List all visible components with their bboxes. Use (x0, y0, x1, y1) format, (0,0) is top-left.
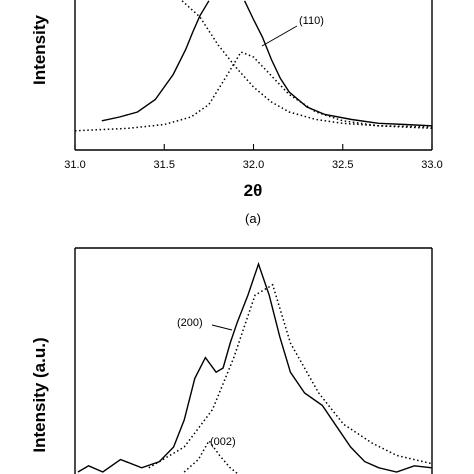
panel-a-y-axis-label: Intensity (30, 15, 49, 85)
panel-b-200-leader (211, 324, 233, 331)
panel-a: Intensity 31.0 31.5 32.0 32.5 33.0 (110) 2θ … (30, 0, 443, 226)
panel-b-series-2-fit (148, 283, 433, 469)
panel-a-series-1-measured (101, 0, 210, 122)
panel-a-x-tick-label: 31.0 (64, 159, 85, 171)
panel-a-x-tick-label: 31.5 (154, 159, 175, 171)
panel-b-y-axis-label: Intensity (a.u.) (30, 337, 49, 452)
panel-a-annotation-110: (110) (299, 15, 324, 27)
panel-a-x-tick-label: 32.5 (332, 159, 353, 171)
panel-a-110-leader (261, 25, 298, 47)
panel-b-annotation-002: (002) (210, 436, 236, 448)
panel-b-annotation-200: (200) (177, 317, 203, 329)
panel-a-x-axis-label: 2θ (244, 181, 263, 200)
panel-b-series (77, 261, 433, 474)
panel-b-series-3-fit (183, 439, 240, 474)
panel-a-series (74, 0, 433, 132)
panel-a-series-2-measured (243, 0, 433, 127)
panel-a-series-3-fit (181, 0, 433, 128)
panel-b-series-1-measured (77, 261, 433, 473)
panel-b: Intensity (a.u.) (200) (002) (30, 247, 433, 474)
panel-a-x-tick-label: 33.0 (421, 159, 442, 171)
panel-a-caption: (a) (245, 211, 261, 226)
panel-a-x-tick-label: 32.0 (243, 159, 264, 171)
panel-a-series-4-fit (74, 51, 433, 132)
panel-a-x-ticks: 31.0 31.5 32.0 32.5 33.0 (64, 144, 443, 171)
